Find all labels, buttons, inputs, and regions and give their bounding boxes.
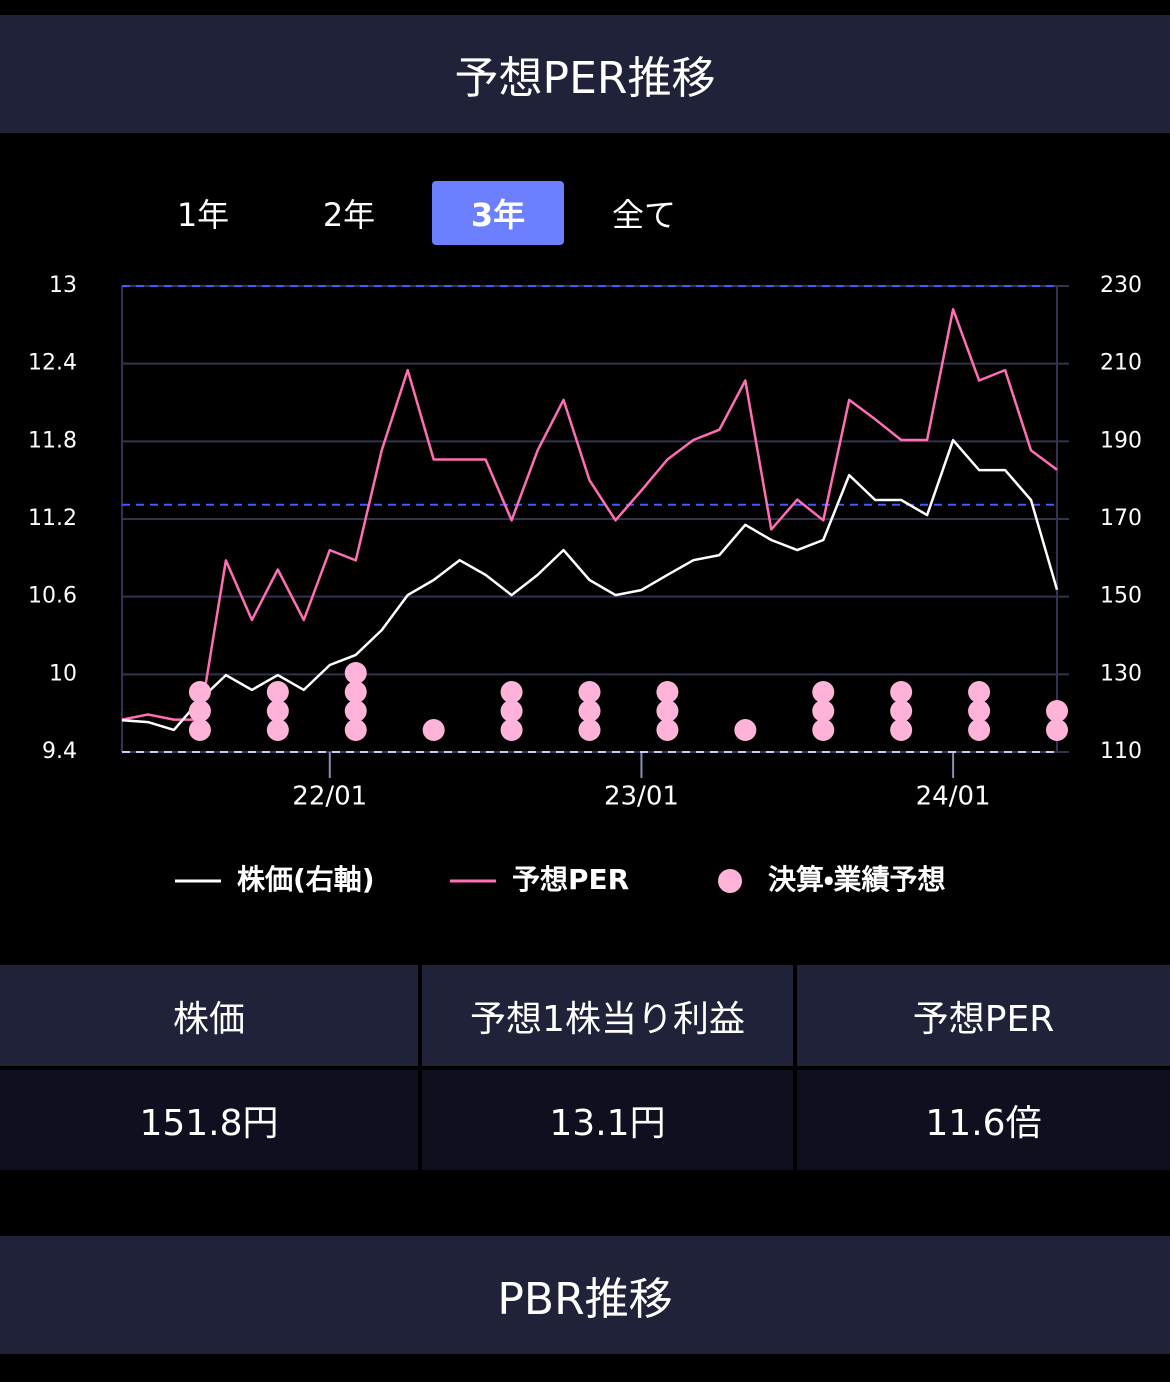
x-tick-label: 24/01 xyxy=(916,782,991,812)
section-header: PBR推移 xyxy=(0,1236,1170,1354)
event-dot xyxy=(188,681,211,703)
chart: 9.4 10 10.6 11.2 11.8 12.4 13 110 130 150 170 190 21… xyxy=(28,273,1142,896)
event-dot xyxy=(578,681,601,703)
event-dot xyxy=(968,681,991,703)
section-header: 予想PER推移 xyxy=(0,15,1170,133)
event-dot xyxy=(188,719,211,741)
y-tick-label: 11.8 xyxy=(28,428,77,453)
series-line xyxy=(121,308,1058,721)
event-dot xyxy=(968,719,991,741)
legend-swatch xyxy=(718,869,742,893)
table-header: 予想1株当り利益 xyxy=(422,965,793,1066)
y2-tick-label: 130 xyxy=(1100,661,1142,686)
y2-tick-label: 230 xyxy=(1100,273,1142,298)
table-cell: 11.6倍 xyxy=(797,1070,1170,1170)
table-header: 予想PER xyxy=(797,965,1170,1066)
tab[interactable]: 2年 xyxy=(322,196,376,234)
y-tick-label: 12.4 xyxy=(28,351,77,376)
event-dot xyxy=(968,700,991,722)
table-header: 株価 xyxy=(0,965,418,1066)
tab[interactable]: 全て xyxy=(611,196,676,234)
event-dot xyxy=(890,719,913,741)
legend-label: 決算・業績予想 xyxy=(768,863,946,896)
event-dot xyxy=(812,700,835,722)
y-tick-label: 11.2 xyxy=(28,506,77,531)
event-dot xyxy=(1046,719,1068,741)
tab[interactable]: 3年 xyxy=(432,181,564,245)
event-dot xyxy=(578,719,601,741)
y2-tick-label: 170 xyxy=(1100,506,1142,531)
table-cell: 13.1円 xyxy=(422,1070,793,1170)
tab[interactable]: 1年 xyxy=(176,196,230,234)
y-tick-label: 10.6 xyxy=(28,584,77,609)
legend-label: 株価(右軸) xyxy=(237,863,375,896)
event-dot xyxy=(656,700,679,722)
x-tick-label: 22/01 xyxy=(292,782,367,812)
event-dot xyxy=(344,662,367,684)
y-tick-label: 10 xyxy=(49,661,77,686)
event-dot xyxy=(266,719,289,741)
legend-label: 予想PER xyxy=(512,863,629,896)
y-tick-label: 9.4 xyxy=(42,739,77,764)
y2-tick-label: 150 xyxy=(1100,584,1142,609)
x-tick-label: 23/01 xyxy=(604,782,679,812)
event-dot xyxy=(266,681,289,703)
event-dot xyxy=(812,719,835,741)
event-dot xyxy=(500,681,523,703)
event-dot xyxy=(656,719,679,741)
event-dot xyxy=(188,700,211,722)
event-dot xyxy=(890,700,913,722)
event-dot xyxy=(344,681,367,703)
event-dot xyxy=(344,700,367,722)
y2-tick-label: 110 xyxy=(1100,739,1142,764)
event-dot xyxy=(578,700,601,722)
event-dot xyxy=(422,719,445,741)
event-dot xyxy=(890,681,913,703)
event-dot xyxy=(500,719,523,741)
series-line xyxy=(121,438,1059,732)
event-dot xyxy=(500,700,523,722)
table-cell: 151.8円 xyxy=(0,1070,418,1170)
y2-tick-label: 210 xyxy=(1100,351,1142,376)
event-dot xyxy=(1046,700,1068,722)
event-dot xyxy=(656,681,679,703)
event-dot xyxy=(266,700,289,722)
event-dot xyxy=(734,719,757,741)
section-title: 予想PER推移 xyxy=(454,53,716,104)
event-dot xyxy=(812,681,835,703)
y2-tick-label: 190 xyxy=(1100,428,1142,453)
y-tick-label: 13 xyxy=(49,273,77,298)
event-dot xyxy=(344,719,367,741)
section-title: PBR推移 xyxy=(497,1274,673,1325)
